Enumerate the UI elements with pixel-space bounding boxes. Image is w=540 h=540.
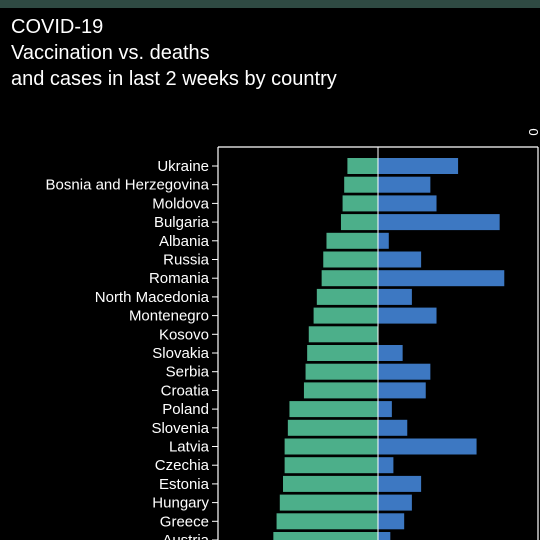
- vaccination-bar: [347, 158, 378, 174]
- cases-bar: [378, 438, 477, 455]
- country-label: Croatia: [161, 382, 210, 399]
- vaccination-bar: [289, 401, 378, 418]
- country-label: Czechia: [155, 457, 210, 474]
- vaccination-bar: [321, 270, 378, 287]
- country-label: Hungary: [152, 495, 209, 512]
- cases-bar: [378, 494, 412, 511]
- vaccination-bar: [284, 438, 378, 455]
- country-label: Ukraine: [157, 158, 209, 175]
- cases-bar: [378, 288, 412, 305]
- vaccination-bar: [283, 475, 378, 492]
- cases-bar: [378, 251, 422, 268]
- country-label: Bulgaria: [154, 214, 210, 231]
- country-label: Romania: [149, 270, 210, 287]
- vaccination-bar: [273, 532, 378, 540]
- cases-bar: [378, 214, 500, 231]
- chart-title: COVID-19 Vaccination vs. deaths and case…: [11, 14, 337, 92]
- country-label: Albania: [159, 233, 210, 250]
- cases-bar: [378, 307, 437, 324]
- vaccination-bar: [307, 345, 378, 361]
- vaccination-bar: [287, 419, 378, 436]
- country-label: Slovenia: [151, 420, 209, 437]
- vaccination-bar: [276, 513, 378, 530]
- cases-bar: [378, 382, 426, 399]
- cases-bar: [378, 532, 391, 540]
- vaccination-bar: [342, 195, 378, 212]
- title-line-1: COVID-19: [11, 16, 104, 38]
- vaccination-bar: [305, 363, 378, 380]
- vaccination-bar: [308, 326, 378, 343]
- country-label: Russia: [163, 252, 210, 269]
- top-accent-bar: [0, 0, 540, 8]
- cases-bar: [378, 401, 392, 418]
- vaccination-bar: [326, 232, 378, 249]
- vaccination-bar: [284, 457, 378, 474]
- country-label: Poland: [162, 401, 209, 418]
- cases-bar: [378, 176, 431, 193]
- country-label: Moldova: [152, 195, 209, 212]
- cases-bar: [378, 158, 459, 174]
- cases-bar: [378, 345, 403, 361]
- title-line-2: Vaccination vs. deaths: [11, 42, 210, 64]
- cases-bar: [378, 513, 405, 530]
- vaccination-bar: [323, 251, 378, 268]
- vaccination-bar: [279, 494, 378, 511]
- country-label: Montenegro: [129, 308, 209, 325]
- cases-bar: [378, 419, 408, 436]
- cases-bar: [378, 363, 431, 380]
- top-axis-tick-label: 0: [526, 128, 540, 135]
- vaccination-bar: [340, 214, 378, 231]
- vaccination-bar: [316, 288, 378, 305]
- country-label: Serbia: [166, 364, 210, 381]
- cases-bar: [378, 270, 505, 287]
- country-label: Slovakia: [152, 345, 209, 362]
- country-label: Austria: [162, 532, 209, 540]
- country-label: Greece: [160, 513, 209, 530]
- vaccination-bar: [313, 307, 378, 324]
- country-label: Kosovo: [159, 326, 209, 343]
- vaccination-bar: [344, 176, 378, 193]
- cases-bar: [378, 195, 437, 212]
- vaccination-bar: [303, 382, 378, 399]
- country-label: Estonia: [159, 476, 210, 493]
- cases-bar: [378, 457, 394, 474]
- country-label: Latvia: [169, 439, 210, 456]
- title-line-3: and cases in last 2 weeks by country: [11, 68, 337, 90]
- cases-bar: [378, 475, 422, 492]
- country-label: North Macedonia: [95, 289, 210, 306]
- country-label: Bosnia and Herzegovina: [46, 177, 210, 194]
- cases-bar: [378, 232, 389, 249]
